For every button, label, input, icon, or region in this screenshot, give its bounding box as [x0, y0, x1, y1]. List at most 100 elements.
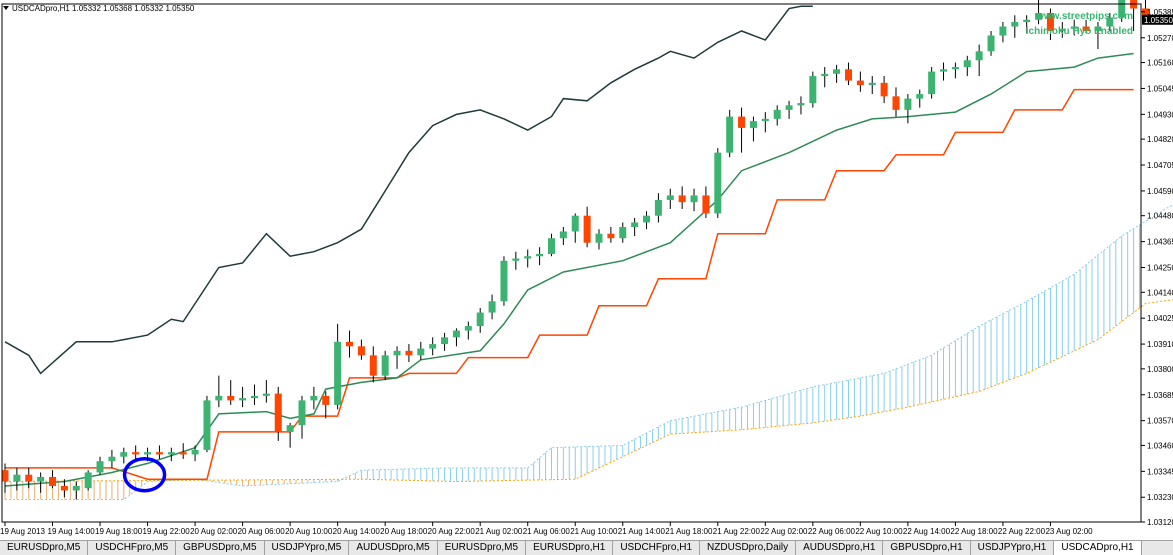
candle: [643, 211, 651, 230]
candle: [274, 386, 282, 441]
chart-tab[interactable]: AUDUSDpro,H1: [796, 541, 884, 555]
candle-body: [1058, 28, 1066, 32]
candle-body: [13, 474, 21, 482]
candle: [702, 186, 710, 218]
y-tick-label: 1.04820: [1147, 135, 1173, 144]
x-tick-label: 21 Aug 10:00: [570, 527, 618, 536]
candle-body: [1141, 8, 1149, 20]
chart-tab[interactable]: EURUSDpro,H1: [526, 541, 614, 555]
chart-canvas[interactable]: 1.05385 1.05270 1.05160 1.05045 1.04930 1.048…: [0, 0, 1173, 540]
candle-body: [631, 222, 639, 227]
chart-tab[interactable]: NZDUSDpro,Daily: [700, 541, 797, 555]
chart-tab[interactable]: USDCADpro,H1: [1054, 541, 1142, 555]
y-tick-label: 1.04590: [1147, 187, 1173, 196]
candle-body: [37, 476, 45, 482]
x-tick-label: 20 Aug 18:00: [380, 527, 428, 536]
candle: [13, 467, 21, 491]
ichimoku-cloud: [4, 205, 1173, 500]
candle-body: [298, 400, 306, 426]
x-tick-label: 20 Aug 06:00: [238, 527, 286, 536]
candle: [904, 94, 912, 124]
candle-body: [476, 312, 484, 327]
candle-body: [49, 476, 57, 486]
candle-body: [654, 199, 662, 216]
candle: [868, 76, 876, 95]
chart-tab[interactable]: AUDUSDpro,M5: [349, 541, 438, 555]
candle-body: [120, 452, 128, 457]
candle-body: [405, 350, 413, 356]
candle-body: [975, 51, 983, 61]
x-tick-label: 19 Aug 18:00: [95, 527, 143, 536]
candle-body: [963, 60, 971, 68]
candle: [975, 44, 983, 77]
senkou-span-a: [5, 205, 1173, 500]
candle-body: [179, 452, 187, 455]
candle: [524, 249, 532, 268]
y-tick-label: 1.04705: [1147, 161, 1173, 170]
candle: [773, 105, 781, 126]
y-tick-label: 1.03460: [1147, 441, 1173, 450]
candle-body: [583, 215, 591, 243]
candle-body: [132, 452, 140, 455]
candle-body: [1094, 26, 1102, 32]
candle-body: [726, 116, 734, 153]
candle-body: [191, 449, 199, 455]
tenkan-sen: [5, 88, 1134, 480]
chart-tab[interactable]: USDJPYpro,H1: [971, 541, 1055, 555]
candle-body: [369, 355, 377, 376]
candle-body: [25, 474, 33, 482]
candle: [1082, 19, 1090, 34]
candle: [726, 109, 734, 158]
candle: [940, 62, 948, 81]
candle: [785, 100, 793, 119]
candle-body: [524, 256, 532, 259]
candle: [571, 213, 579, 243]
candle-body: [464, 326, 472, 331]
candle: [215, 375, 223, 408]
chart-tab[interactable]: EURUSDpro,M5: [0, 541, 89, 555]
candle-body: [951, 67, 959, 70]
candle: [1118, 0, 1126, 23]
candle: [987, 31, 995, 56]
candle-body: [108, 456, 116, 462]
candle: [1094, 22, 1102, 50]
chart-tab[interactable]: USDCHFpro,H1: [613, 541, 701, 555]
candle: [108, 449, 116, 468]
candle: [191, 445, 199, 462]
candles: [1, 0, 1149, 500]
chart-tab[interactable]: EURUSDpro,M5: [438, 541, 527, 555]
candle: [298, 395, 306, 439]
candle: [72, 481, 80, 500]
candle-body: [1118, 0, 1126, 18]
candle-body: [785, 105, 793, 110]
candle-body: [797, 103, 805, 106]
candle: [441, 332, 449, 351]
candle: [37, 472, 45, 493]
candle: [417, 341, 425, 360]
chart-tab[interactable]: USDCHFpro,M5: [88, 541, 177, 555]
x-tick-label: 21 Aug 14:00: [618, 527, 666, 536]
chart-tab[interactable]: USDJPYpro,M5: [265, 541, 350, 555]
candle-body: [821, 73, 829, 77]
y-tick-label: 1.04025: [1147, 314, 1173, 323]
current-price-box: [1142, 14, 1173, 25]
candle-body: [749, 121, 757, 128]
y-tick-label: 1.04480: [1147, 212, 1173, 221]
candle-body: [452, 330, 460, 338]
candle-body: [738, 116, 746, 128]
x-tick-label: 19 Aug 2013: [0, 527, 45, 536]
candle-body: [892, 96, 900, 110]
candle-body: [619, 226, 627, 239]
candle: [1023, 15, 1031, 34]
y-tick-label: 1.03230: [1147, 493, 1173, 502]
candle: [619, 222, 627, 243]
candle: [393, 346, 401, 369]
candle-body: [880, 82, 888, 97]
candle: [239, 386, 247, 408]
chart-tab[interactable]: GBPUSDpro,H1: [883, 541, 971, 555]
x-tick-label: 21 Aug 22:00: [713, 527, 761, 536]
candle: [1070, 19, 1078, 36]
candle-body: [678, 195, 686, 203]
y-tick-label: 1.03570: [1147, 417, 1173, 426]
chart-tab[interactable]: GBPUSDpro,M5: [176, 541, 265, 555]
